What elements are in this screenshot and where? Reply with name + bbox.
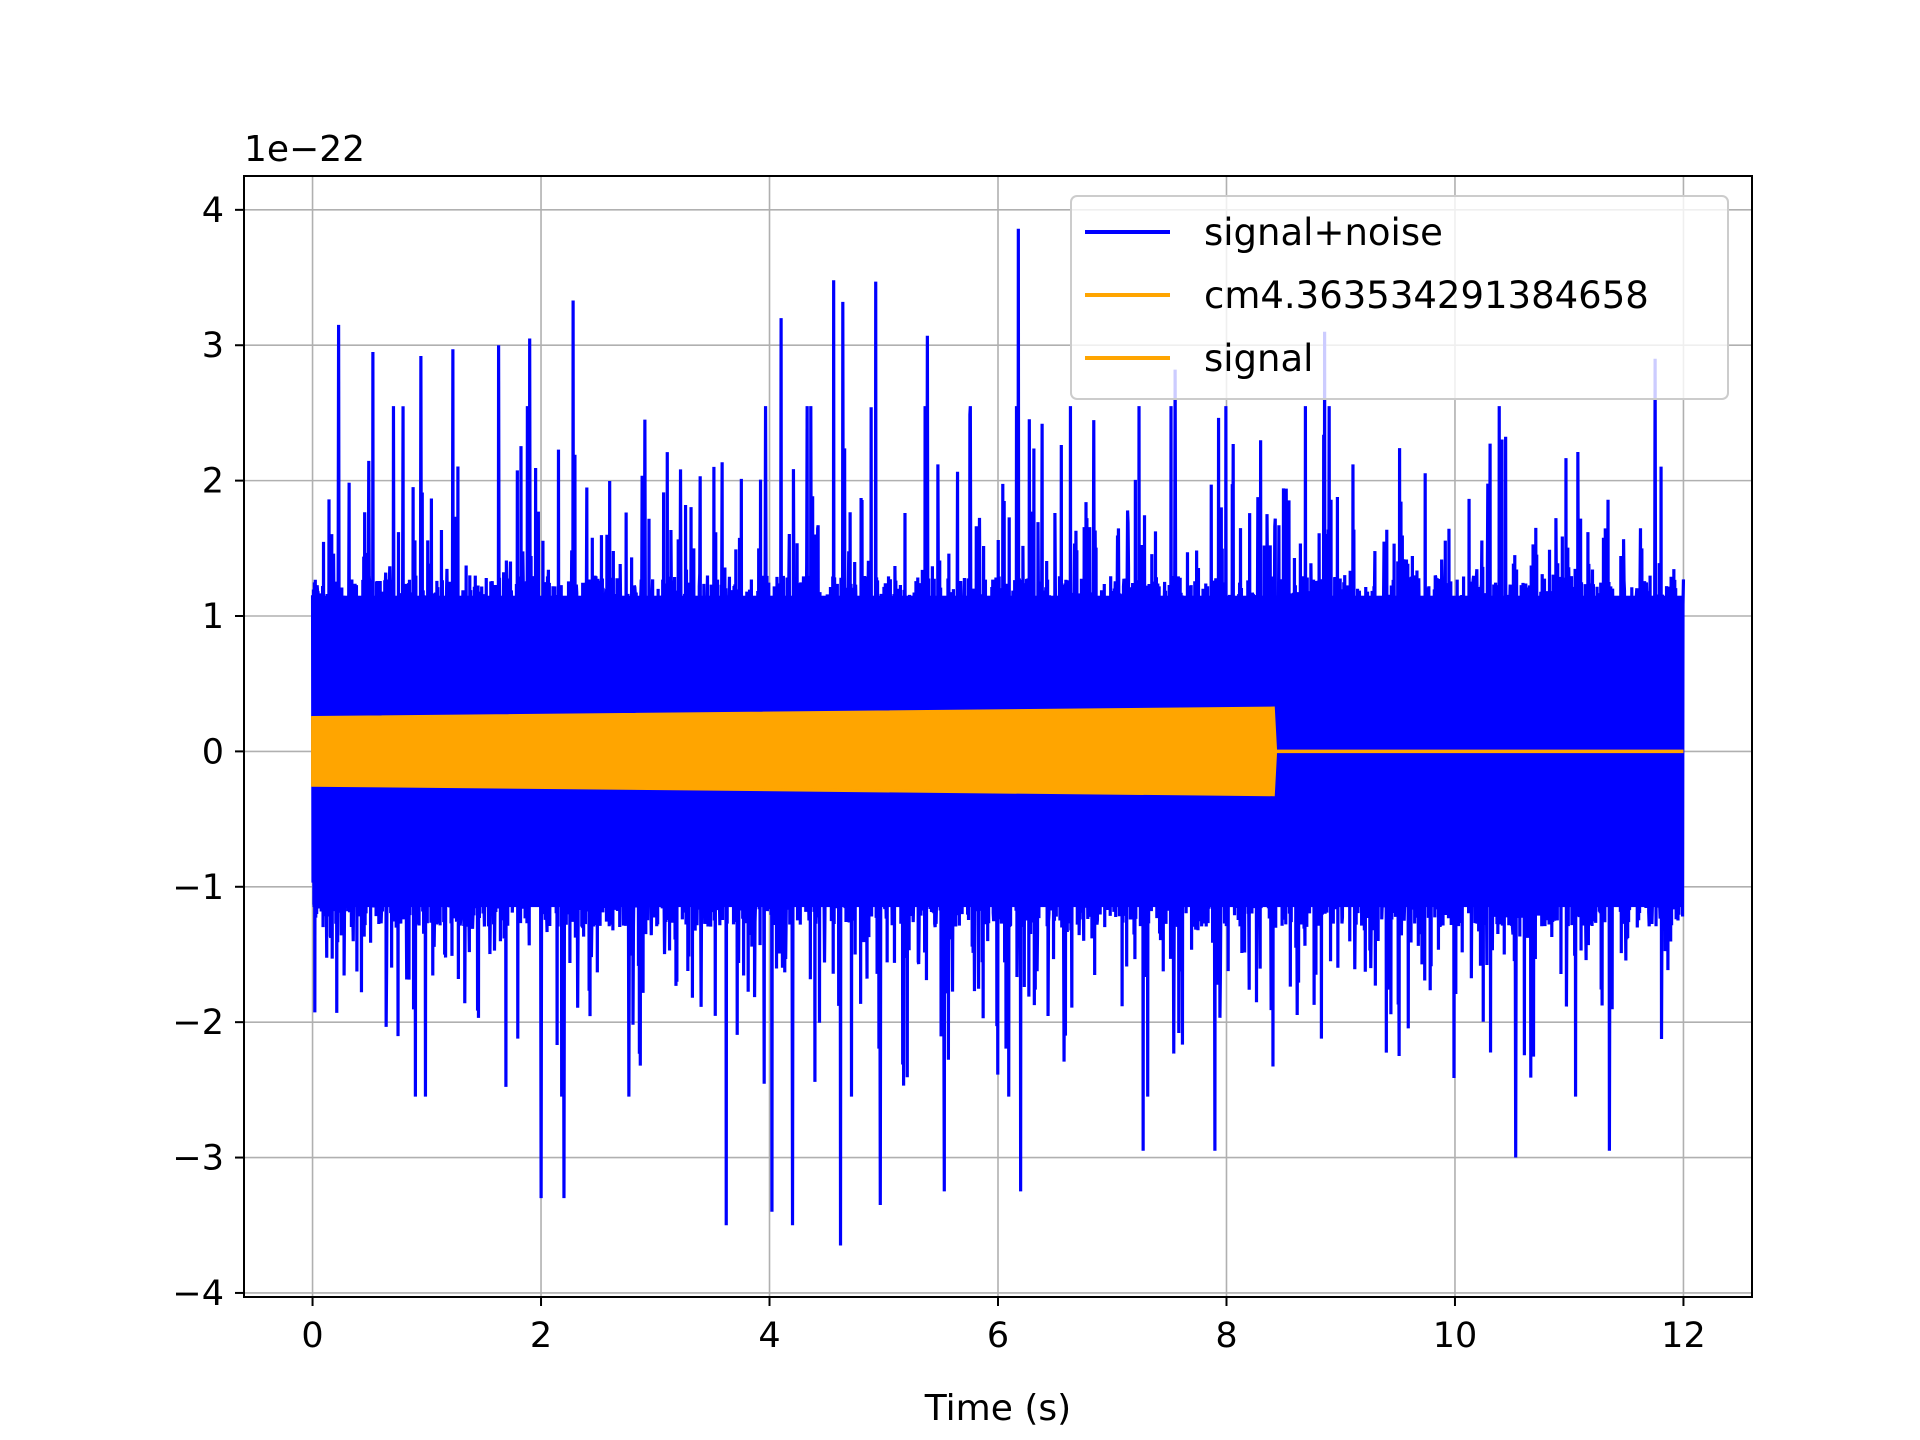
- x-tick-label: 12: [1661, 1316, 1706, 1356]
- x-axis-ticks: 0 2 4 6 8 10 12: [301, 1297, 1706, 1356]
- legend-entry-cm: cm4.363534291384658: [1085, 274, 1649, 317]
- legend: signal+noise cm4.363534291384658 signal: [1070, 195, 1729, 400]
- y-tick-label: 2: [202, 462, 224, 502]
- y-offset-label: 1e−22: [244, 129, 365, 170]
- x-tick-label: 0: [301, 1316, 323, 1356]
- x-tick-label: 6: [987, 1316, 1009, 1356]
- legend-entry-signal: signal: [1085, 337, 1313, 380]
- y-tick-label: −3: [172, 1139, 224, 1179]
- y-tick-label: 1: [202, 597, 224, 637]
- y-axis-ticks: −4 −3 −2 −1 0 1 2 3 4: [172, 191, 244, 1314]
- legend-entry-signal-noise: signal+noise: [1085, 211, 1443, 254]
- x-tick-label: 4: [758, 1316, 780, 1356]
- y-tick-label: 4: [202, 191, 224, 231]
- plot-area: [310, 228, 1686, 1246]
- legend-box: [1070, 195, 1729, 400]
- legend-label: signal: [1204, 337, 1313, 380]
- y-tick-label: 3: [202, 326, 224, 366]
- x-axis-label: Time (s): [924, 1388, 1071, 1429]
- x-tick-label: 2: [530, 1316, 552, 1356]
- y-tick-label: −1: [172, 868, 224, 908]
- legend-label: signal+noise: [1204, 211, 1443, 254]
- legend-label: cm4.363534291384658: [1204, 274, 1649, 317]
- y-tick-label: 0: [202, 732, 224, 772]
- series-signal: [311, 706, 1684, 797]
- y-tick-label: −4: [172, 1274, 224, 1314]
- x-tick-label: 10: [1433, 1316, 1478, 1356]
- y-tick-label: −2: [172, 1003, 224, 1043]
- x-tick-label: 8: [1215, 1316, 1237, 1356]
